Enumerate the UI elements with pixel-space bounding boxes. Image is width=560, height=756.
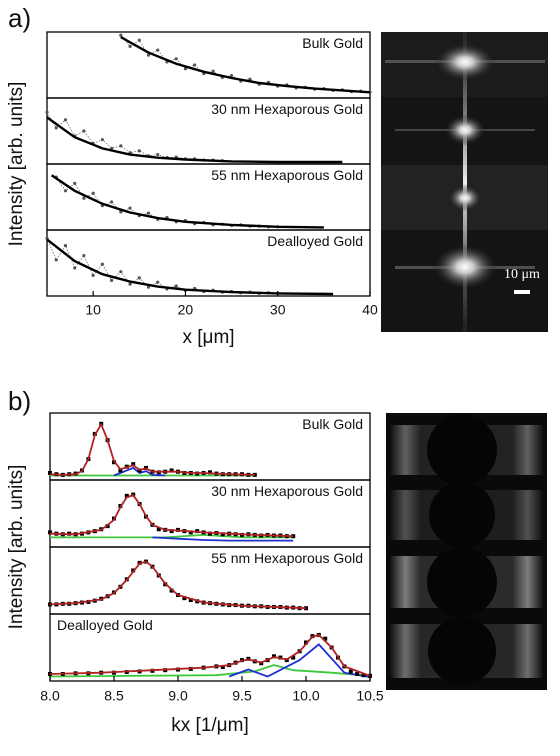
subplot-label: 55 nm Hexaporous Gold	[211, 167, 363, 183]
data-point	[73, 266, 76, 269]
data-point	[147, 212, 150, 215]
data-point	[128, 45, 131, 48]
data-point	[128, 207, 131, 210]
data-point	[64, 244, 67, 247]
data-point	[110, 279, 113, 282]
data-point	[119, 144, 122, 147]
data-point	[82, 197, 85, 200]
x-tick-label: 8.5	[104, 688, 124, 704]
fit-line	[50, 562, 306, 609]
scale-bar-label: 10 μm	[504, 267, 540, 282]
fit-line	[50, 635, 370, 676]
x-tick-label: 40	[362, 302, 378, 318]
fit-line	[50, 424, 255, 475]
data-point	[156, 49, 159, 52]
x-tick-label: 9.5	[232, 688, 252, 704]
data-point	[119, 270, 122, 273]
subplot-label: 55 nm Hexaporous Gold	[211, 550, 363, 566]
x-axis-label: x [μm]	[182, 327, 234, 348]
data-point	[82, 129, 85, 132]
data-point	[193, 63, 196, 66]
fit-line	[52, 175, 324, 227]
subplot-label: Dealloyed Gold	[267, 233, 363, 249]
x-tick-label: 20	[178, 302, 194, 318]
data-point	[64, 189, 67, 192]
data-point	[138, 39, 141, 42]
data-point	[82, 254, 85, 257]
subplot-label: Bulk Gold	[302, 35, 363, 51]
data-point	[175, 57, 178, 60]
data-point	[73, 182, 76, 185]
subplot-label: Bulk Gold	[302, 416, 363, 432]
x-tick-label: 9.0	[168, 688, 188, 704]
data-point	[138, 276, 141, 279]
page: Bulk Gold 30 nm Hexaporous Gold 55 nm Hexa…	[0, 0, 560, 751]
x-tick-label: 10	[85, 302, 101, 318]
data-trace	[47, 238, 278, 293]
data-point	[55, 126, 58, 129]
data-point	[138, 149, 141, 152]
data-point	[119, 34, 122, 37]
x-tick-label: 10.0	[292, 688, 319, 704]
x-tick-label: 8.0	[40, 688, 60, 704]
data-point	[64, 118, 67, 121]
data-point	[175, 284, 178, 287]
diffraction-image-a	[381, 32, 548, 332]
data-point	[92, 274, 95, 277]
data-point	[45, 111, 48, 114]
y-axis-label: Intensity [arb. units]	[6, 465, 27, 630]
fit-line	[50, 495, 293, 536]
data-point	[156, 281, 159, 284]
data-point	[156, 153, 159, 156]
subplot-label: 30 nm Hexaporous Gold	[211, 101, 363, 117]
data-point	[101, 263, 104, 266]
data-point	[92, 192, 95, 195]
data-point	[212, 70, 215, 73]
panel-label: a)	[8, 3, 31, 33]
x-tick-label: 30	[270, 302, 286, 318]
fit-line	[47, 117, 342, 162]
data-point	[55, 258, 58, 261]
data-point	[110, 200, 113, 203]
figure: Bulk Gold 30 nm Hexaporous Gold 55 nm Hexa…	[0, 0, 560, 751]
data-point	[101, 138, 104, 141]
panel-label: b)	[8, 386, 31, 416]
diffraction-image-b	[386, 413, 547, 690]
subplot-label: Dealloyed Gold	[57, 617, 153, 633]
y-axis-label: Intensity [arb. units]	[6, 82, 27, 247]
x-axis-label: kx [1/μm]	[171, 715, 248, 736]
x-tick-label: 10.5	[356, 688, 383, 704]
subplot-label: 30 nm Hexaporous Gold	[211, 483, 363, 499]
